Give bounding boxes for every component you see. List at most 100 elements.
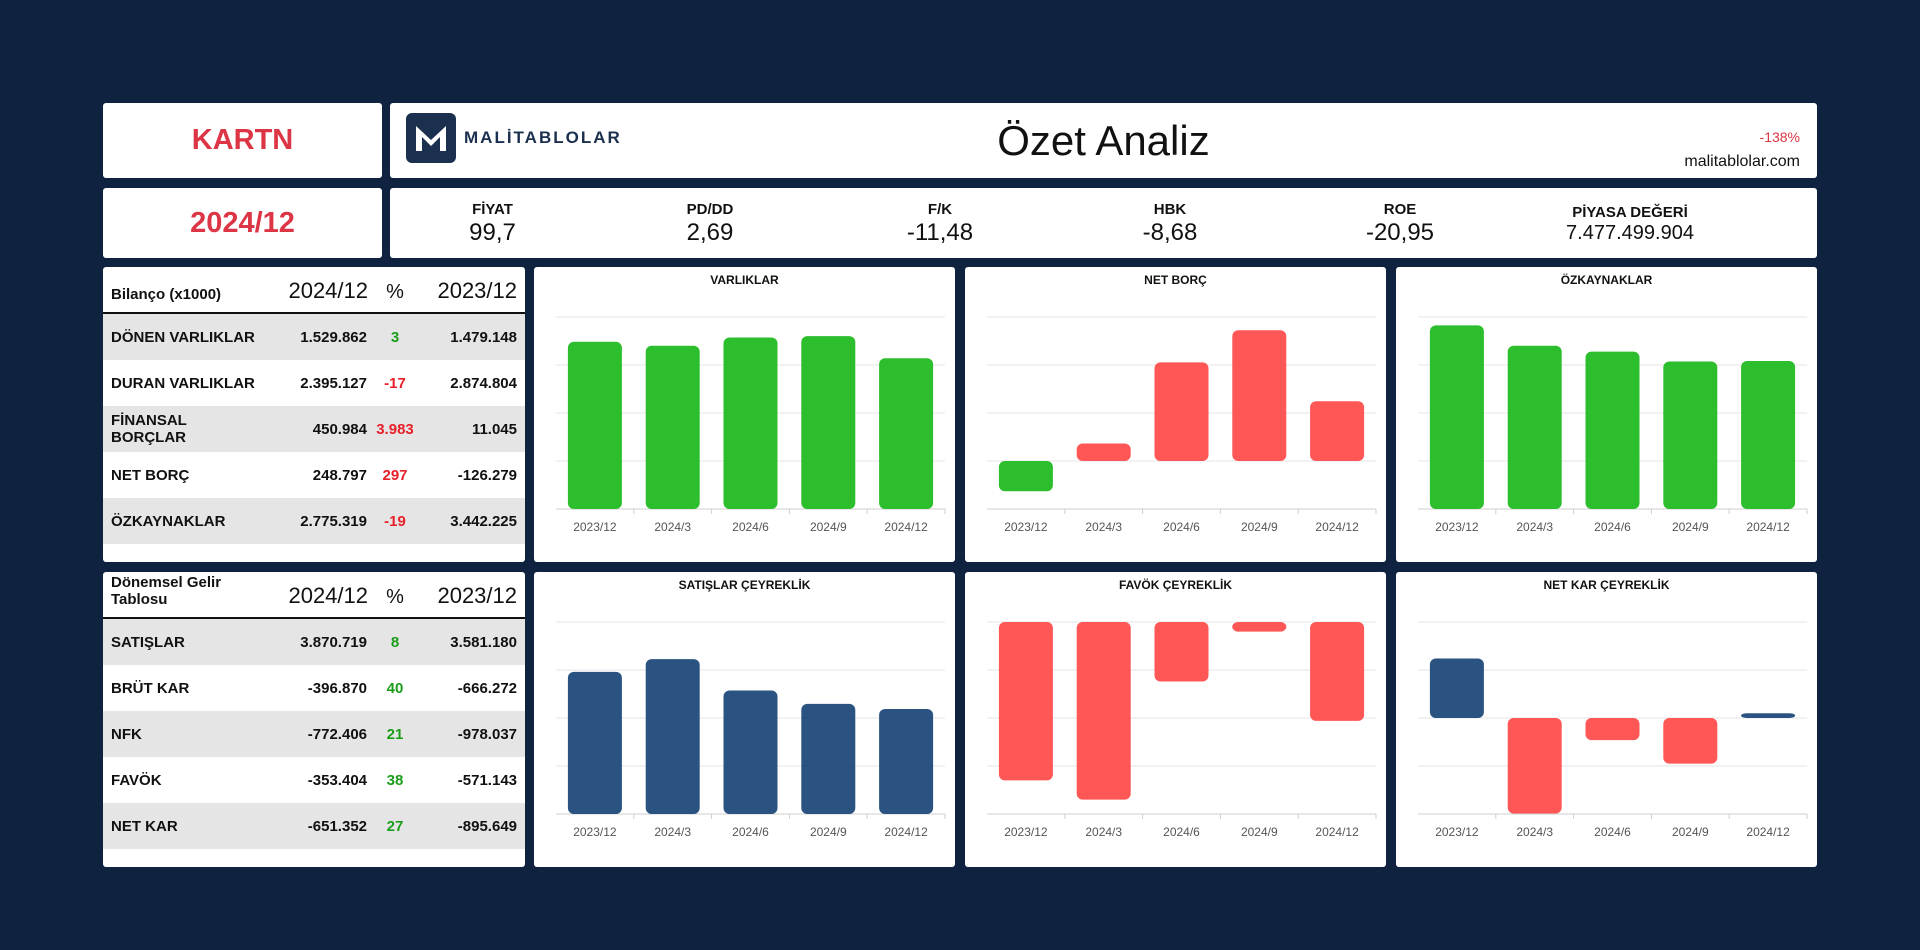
metric-value: -20,95	[1365, 219, 1435, 246]
row-prev: 2.874.804	[450, 374, 517, 392]
x-tick-label: 2024/12	[1746, 825, 1790, 839]
table-row: NET KAR -651.352 27 -895.649	[103, 803, 525, 849]
x-tick-label: 2023/12	[573, 825, 617, 839]
metric-price: FİYAT 99,7	[390, 201, 595, 247]
x-tick-label: 2024/6	[732, 825, 769, 839]
x-tick-label: 2024/9	[1672, 520, 1709, 534]
row-pct: 27	[386, 817, 404, 835]
table-row: DURAN VARLIKLAR 2.395.127 -17 2.874.804	[103, 360, 525, 406]
bar	[879, 358, 934, 509]
row-prev: -126.279	[457, 466, 517, 484]
row-pct: 38	[386, 771, 404, 789]
row-pct: 3.983	[376, 420, 414, 438]
row-label: FAVÖK	[111, 771, 162, 789]
table-title: Dönemsel Gelir Tablosu	[111, 574, 222, 608]
x-tick-label: 2024/3	[1085, 825, 1122, 839]
row-current: 2.395.127	[300, 374, 367, 392]
table-row: FİNANSAL BORÇLAR 450.984 3.983 11.045	[103, 406, 525, 452]
x-tick-label: 2024/12	[1315, 825, 1359, 839]
bar	[1154, 362, 1209, 461]
x-tick-label: 2024/6	[1163, 520, 1200, 534]
table-title: Bilanço (x1000)	[111, 286, 222, 303]
row-prev: -895.649	[457, 817, 517, 835]
table-row: ÖZKAYNAKLAR 2.775.319 -19 3.442.225	[103, 498, 525, 544]
bar	[1154, 622, 1209, 682]
table-row: DÖNEN VARLIKLAR 1.529.862 3 1.479.148	[103, 314, 525, 360]
row-prev: 3.581.180	[450, 633, 517, 651]
bar	[1663, 718, 1718, 764]
row-current: -396.870	[307, 679, 367, 697]
x-tick-label: 2024/6	[1163, 825, 1200, 839]
x-tick-label: 2023/12	[1435, 825, 1479, 839]
site-link[interactable]: malitablolar.com	[1684, 153, 1800, 170]
chart-title: FAVÖK ÇEYREKLİK	[1118, 578, 1233, 592]
metric-label: FİYAT	[472, 201, 513, 218]
bar	[879, 709, 934, 814]
table-row: NFK -772.406 21 -978.037	[103, 711, 525, 757]
row-label: SATIŞLAR	[111, 633, 185, 651]
metric-label: PD/DD	[686, 201, 734, 218]
row-prev: 11.045	[471, 420, 517, 438]
col-prev: 2023/12	[437, 583, 517, 608]
metric-hbk: HBK -8,68	[1055, 201, 1285, 247]
bar	[1232, 330, 1287, 461]
metric-value: 7.477.499.904	[1566, 221, 1694, 244]
row-label: NFK	[111, 725, 142, 743]
bar	[645, 345, 700, 509]
period-panel: 2024/12	[103, 188, 382, 258]
x-tick-label: 2023/12	[1435, 520, 1479, 534]
bar	[567, 341, 622, 509]
row-current: -353.404	[307, 771, 367, 789]
row-pct: 3	[390, 328, 400, 346]
row-label: BRÜT KAR	[111, 679, 190, 697]
logo[interactable]: MALİTABLOLAR	[406, 113, 622, 163]
row-pct: 21	[386, 725, 404, 743]
header-panel: MALİTABLOLAR Özet Analiz -138% malitablo…	[390, 103, 1817, 178]
row-label: NET KAR	[111, 817, 178, 835]
table-header: Bilanço (x1000) 2024/12 % 2023/12	[103, 267, 525, 314]
period-label: 2024/12	[190, 206, 295, 239]
bar	[1310, 401, 1365, 461]
bar	[1232, 622, 1287, 632]
table-row: NET BORÇ 248.797 297 -126.279	[103, 452, 525, 498]
row-prev: 1.479.148	[450, 328, 517, 346]
bar	[1741, 713, 1796, 718]
chart-title: NET KAR ÇEYREKLİK	[1543, 578, 1670, 592]
chart-svg: 2023/12 2024/3 2024/6 2024/9 2024/12	[556, 316, 946, 534]
bar	[723, 337, 778, 509]
metric-roe: ROE -20,95	[1285, 201, 1515, 247]
row-current: -651.352	[307, 817, 367, 835]
income-statement-table: Dönemsel Gelir Tablosu 2024/12 % 2023/12…	[103, 572, 525, 867]
x-tick-label: 2024/9	[810, 520, 847, 534]
row-prev: -978.037	[457, 725, 517, 743]
row-pct: -19	[384, 512, 406, 530]
chart-svg: 2023/12 2024/3 2024/6 2024/9 2024/12	[556, 621, 946, 839]
change-percent: -138%	[1759, 129, 1800, 145]
x-tick-label: 2024/6	[1594, 520, 1631, 534]
chart-title: VARLIKLAR	[710, 273, 779, 287]
chart-svg: 2023/12 2024/3 2024/6 2024/9 2024/12	[987, 621, 1377, 839]
chart-svg: 2023/12 2024/3 2024/6 2024/9 2024/12	[1418, 621, 1808, 839]
bar	[1741, 360, 1796, 509]
chart-net-kar: 2023/12 2024/3 2024/6 2024/9 2024/12 NET KAR…	[1396, 572, 1817, 867]
x-tick-label: 2024/9	[1241, 825, 1278, 839]
chart-ozkaynaklar: 2023/12 2024/3 2024/6 2024/9 2024/12 ÖZKAYNA…	[1396, 267, 1817, 562]
metric-market-cap: PİYASA DEĞERİ 7.477.499.904	[1515, 204, 1745, 245]
balance-sheet-table: Bilanço (x1000) 2024/12 % 2023/12 DÖNEN …	[103, 267, 525, 562]
bar	[1585, 351, 1640, 509]
bar	[1507, 718, 1562, 814]
bar	[1310, 622, 1365, 721]
row-label: FİNANSAL BORÇLAR	[111, 412, 187, 446]
metric-pddd: PD/DD 2,69	[595, 201, 825, 247]
row-pct: 297	[382, 466, 408, 484]
row-pct: 8	[390, 633, 400, 651]
metric-value: -8,68	[1142, 219, 1198, 246]
bar	[1507, 345, 1562, 509]
x-tick-label: 2023/12	[1004, 825, 1048, 839]
x-tick-label: 2024/6	[732, 520, 769, 534]
metric-fk: F/K -11,48	[825, 201, 1055, 247]
table-row: BRÜT KAR -396.870 40 -666.272	[103, 665, 525, 711]
chart-title: ÖZKAYNAKLAR	[1560, 273, 1653, 287]
bar	[723, 690, 778, 814]
x-tick-label: 2024/9	[1672, 825, 1709, 839]
